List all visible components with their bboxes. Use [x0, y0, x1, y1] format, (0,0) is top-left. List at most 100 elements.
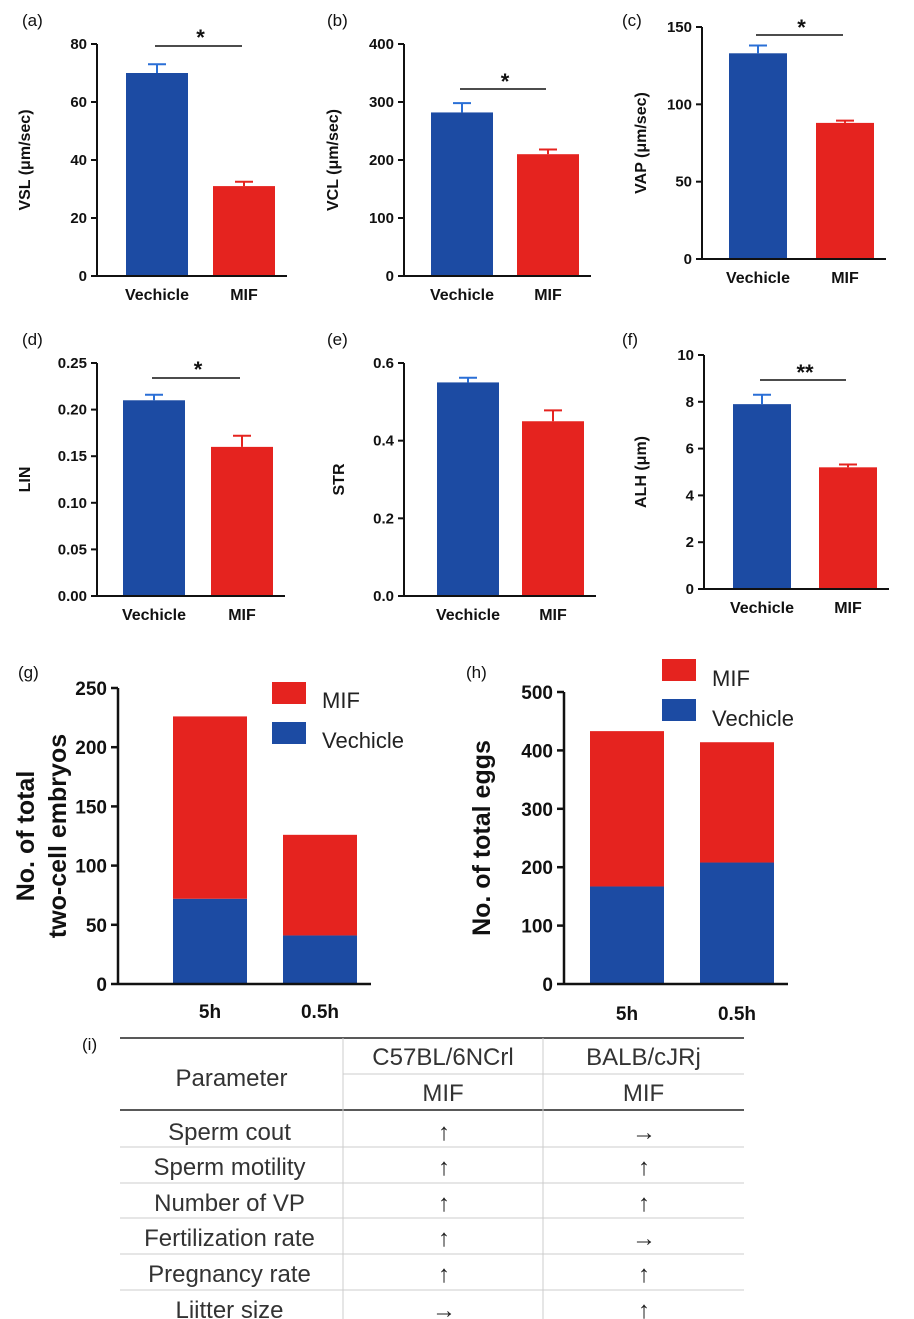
y-tick-label: 100 — [667, 96, 692, 113]
table-row-label: Number of VP — [154, 1190, 305, 1217]
x-tick-label: Vechicle — [436, 607, 500, 624]
chart-panel-b: (b) Vechicle MIF 0 100 200 300 400 VCL (μm/sec) * — [325, 11, 591, 304]
table-cell-arrow: ↑ — [638, 1190, 650, 1217]
x-tick-label: Vechicle — [730, 600, 794, 617]
bar-mif — [211, 446, 273, 596]
bar-vechicle — [126, 73, 188, 276]
table-header-treatment: MIF — [623, 1080, 664, 1107]
y-axis-label: VSL (μm/sec) — [17, 109, 34, 210]
significance-marker: * — [196, 25, 205, 50]
bar-mif — [819, 467, 877, 589]
y-tick-label: 500 — [521, 683, 553, 704]
y-tick-label: 100 — [369, 210, 394, 227]
y-tick-label: 200 — [521, 858, 553, 879]
y-tick-label: 8 — [686, 394, 694, 411]
x-tick-label: Vechicle — [430, 287, 494, 304]
legend-swatch-mif — [662, 659, 696, 681]
bar-mif — [522, 421, 584, 596]
y-tick-label: 300 — [369, 94, 394, 111]
legend-label: Vechicle — [712, 706, 794, 731]
significance-marker: * — [797, 15, 806, 40]
bar-segment-mif — [590, 731, 664, 887]
y-tick-label: 0.20 — [58, 402, 87, 419]
y-tick-label: 80 — [70, 36, 87, 53]
x-tick-label: MIF — [539, 607, 567, 624]
table-cell-arrow: → — [432, 1297, 456, 1319]
table-header-strain: BALB/cJRj — [586, 1044, 701, 1071]
y-tick-label: 250 — [75, 679, 107, 700]
x-tick-label: 5h — [616, 1004, 638, 1025]
panel-label: (e) — [327, 330, 348, 349]
y-tick-label: 0.15 — [58, 448, 87, 465]
bar-segment-vechicle — [590, 886, 664, 984]
table-row-label: Sperm cout — [168, 1119, 291, 1146]
legend-swatch-mif — [272, 682, 306, 704]
table-cell-arrow: ↑ — [438, 1190, 450, 1217]
y-tick-label: 60 — [70, 94, 87, 111]
y-axis-label: No. of total eggs — [468, 740, 496, 936]
significance-marker: ** — [796, 360, 814, 385]
chart-panel-h: (h) 5h 0.5h 0 100 200 300 400 500 No. of total eg… — [466, 659, 794, 1025]
x-tick-label: MIF — [534, 287, 562, 304]
bar-vechicle — [123, 400, 185, 596]
significance-marker: * — [501, 69, 510, 94]
y-tick-label: 0.2 — [373, 510, 394, 527]
y-tick-label: 0 — [684, 251, 692, 268]
y-tick-label: 2 — [686, 534, 694, 551]
bar-segment-mif — [173, 716, 247, 899]
significance-marker: * — [194, 357, 203, 382]
y-tick-label: 0.00 — [58, 588, 87, 605]
bar-segment-mif — [700, 742, 774, 863]
table-header-strain: C57BL/6NCrl — [372, 1044, 513, 1071]
y-tick-label: 0.6 — [373, 355, 394, 372]
y-tick-label: 150 — [75, 797, 107, 818]
bar-mif — [816, 122, 874, 259]
table-cell-arrow: ↑ — [438, 1154, 450, 1181]
y-tick-label: 0.25 — [58, 355, 87, 372]
y-tick-label: 0 — [542, 975, 553, 996]
y-tick-label: 300 — [521, 800, 553, 821]
table-cell-arrow: → — [632, 1225, 656, 1252]
y-tick-label: 20 — [70, 210, 87, 227]
chart-panel-a: (a) Vechicle MIF 0 20 40 60 80 VSL (μm/sec) * — [17, 11, 287, 304]
bar-segment-vechicle — [283, 935, 357, 984]
bar-segment-mif — [283, 834, 357, 936]
y-tick-label: 100 — [521, 917, 553, 938]
y-tick-label: 40 — [70, 152, 87, 169]
x-tick-label: 0.5h — [718, 1004, 756, 1025]
bar-segment-vechicle — [173, 898, 247, 984]
bar-vechicle — [431, 112, 493, 276]
y-tick-label: 0.4 — [373, 433, 395, 450]
y-tick-label: 400 — [369, 36, 394, 53]
y-tick-label: 0.05 — [58, 541, 87, 558]
y-tick-label: 200 — [75, 738, 107, 759]
table-cell-arrow: ↑ — [638, 1154, 650, 1181]
y-tick-label: 200 — [369, 152, 394, 169]
y-tick-label: 50 — [675, 174, 692, 191]
x-tick-label: Vechicle — [726, 270, 790, 287]
y-tick-label: 0 — [96, 975, 107, 996]
y-tick-label: 0 — [686, 581, 694, 598]
chart-panel-d: (d) Vechicle MIF 0.00 0.05 0.10 0.15 0.20 0.25 LI… — [17, 330, 285, 624]
legend-label: Vechicle — [322, 728, 404, 753]
chart-panel-e: (e) Vechicle MIF 0.0 0.2 0.4 0.6 STR — [327, 330, 596, 624]
y-axis-label: VCL (μm/sec) — [325, 109, 342, 211]
y-axis-label: ALH (μm) — [633, 436, 650, 508]
chart-panel-f: (f) Vechicle MIF 0 2 4 6 8 10 ALH (μm) ** — [622, 330, 889, 617]
panel-label: (b) — [327, 11, 348, 30]
legend-swatch-vechicle — [662, 699, 696, 721]
y-axis-label: STR — [331, 463, 348, 495]
table-cell-arrow: ↑ — [438, 1119, 450, 1146]
panel-label: (g) — [18, 663, 39, 682]
y-tick-label: 6 — [686, 441, 694, 458]
y-axis-label: LIN — [17, 467, 34, 493]
x-tick-label: MIF — [834, 600, 862, 617]
legend-label: MIF — [712, 666, 750, 691]
bar-vechicle — [729, 53, 787, 259]
table-cell-arrow: ↑ — [438, 1261, 450, 1288]
panel-label: (f) — [622, 330, 638, 349]
x-tick-label: MIF — [228, 607, 256, 624]
x-tick-label: Vechicle — [125, 287, 189, 304]
y-axis-label: two-cell embryos — [44, 734, 72, 938]
